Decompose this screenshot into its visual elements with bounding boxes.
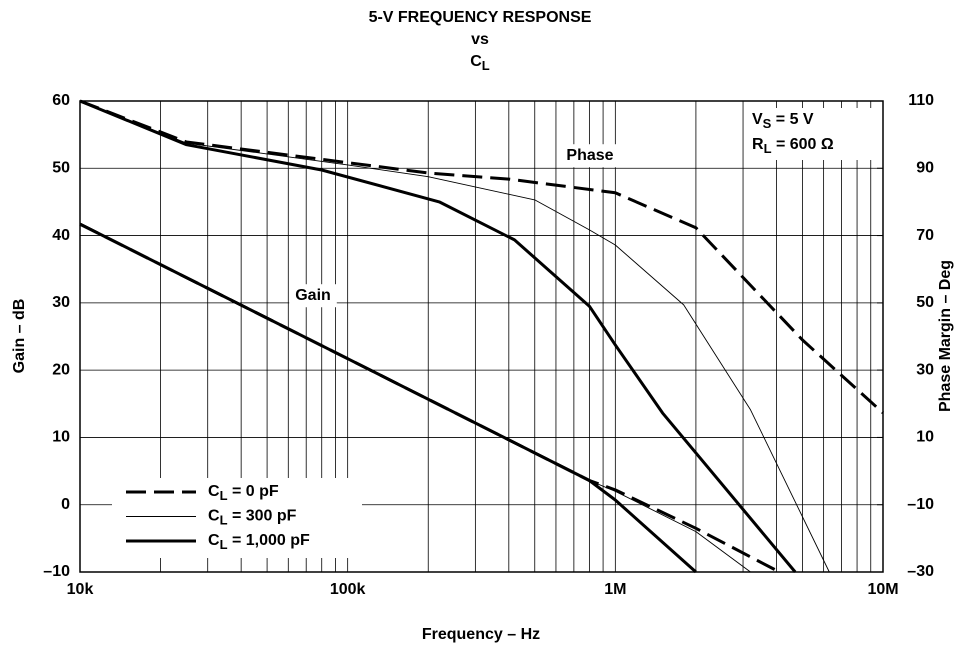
y-tick-label: 20 xyxy=(52,361,70,378)
x-tick-label: 10M xyxy=(867,581,898,598)
y-axis-label: Gain – dB xyxy=(11,299,28,374)
y2-tick-label: 10 xyxy=(916,429,934,446)
legend-background xyxy=(112,478,362,558)
legend-label: CL = 1,000 pF xyxy=(208,532,310,552)
y-tick-label: 30 xyxy=(52,294,70,311)
y-tick-label: 50 xyxy=(52,160,70,177)
y-tick-label: 10 xyxy=(52,429,70,446)
phase-line xyxy=(79,99,885,415)
label-background xyxy=(560,144,620,168)
x-axis-label: Frequency – Hz xyxy=(422,626,540,643)
y2-tick-label: 90 xyxy=(916,160,934,177)
x-tick-label: 100k xyxy=(330,581,366,598)
y2-tick-label: –10 xyxy=(907,496,934,513)
lines xyxy=(79,99,885,574)
label-background xyxy=(289,284,337,308)
annotation: VS = 5 V xyxy=(752,111,814,131)
plot-frame xyxy=(79,100,884,573)
chart-title: CL xyxy=(470,53,490,73)
curve-label: Phase xyxy=(566,147,613,164)
phase-line xyxy=(79,99,797,573)
gain-line xyxy=(79,222,697,574)
chart-title: 5-V FREQUENCY RESPONSE xyxy=(369,9,592,26)
y-tick-label: 40 xyxy=(52,227,70,244)
y2-tick-label: 30 xyxy=(916,361,934,378)
x-tick-label: 10k xyxy=(67,581,94,598)
y2-tick-label: 50 xyxy=(916,294,934,311)
annotation: RL = 600 Ω xyxy=(752,136,834,156)
x-tick-label: 1M xyxy=(604,581,626,598)
legend-label: CL = 300 pF xyxy=(208,508,297,528)
y2-tick-label: –30 xyxy=(907,563,934,580)
curve-label: Gain xyxy=(295,287,331,304)
gain-line xyxy=(79,222,781,574)
chart-title: vs xyxy=(471,31,489,48)
legend-label: CL = 0 pF xyxy=(208,483,279,503)
y2-tick-label: 70 xyxy=(916,227,934,244)
annotation-background xyxy=(746,108,876,160)
y-tick-label: 0 xyxy=(61,496,70,513)
y2-axis-label: Phase Margin – Deg xyxy=(937,260,954,412)
y2-tick-label: 110 xyxy=(908,92,934,109)
y-tick-label: –10 xyxy=(43,563,70,580)
y-tick-label: 60 xyxy=(52,92,70,109)
labels: Phase Gain VS = 5 V RL = 600 Ω CL = 0 pF CL =… xyxy=(112,108,876,558)
phase-line xyxy=(79,100,830,573)
